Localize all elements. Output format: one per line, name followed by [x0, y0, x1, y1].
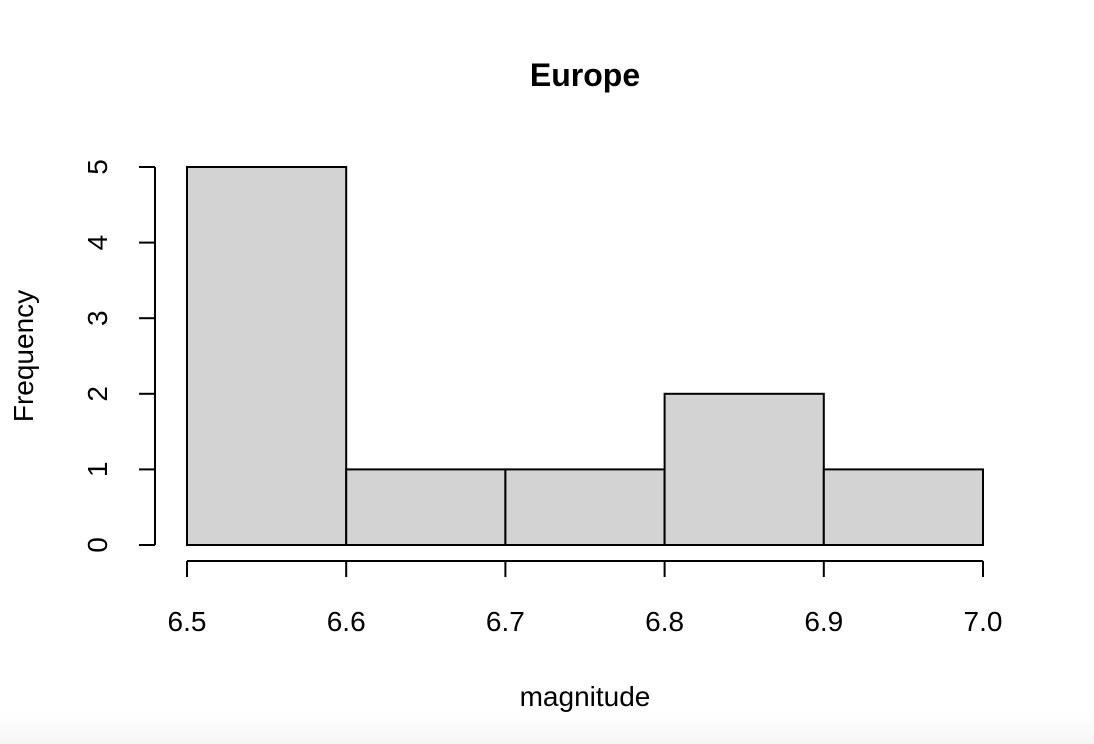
y-tick-label-1: 1 [82, 462, 113, 478]
y-axis: 0 1 2 3 4 5 [82, 159, 156, 553]
histogram-bar-4 [822, 468, 984, 546]
x-tick-label-3: 6.8 [645, 606, 684, 637]
y-tick-label-5: 5 [82, 159, 113, 175]
histogram-bar-2 [504, 468, 666, 546]
x-tick-label-0: 6.5 [168, 606, 207, 637]
chart-title: Europe [530, 57, 640, 93]
histogram-bar-0 [186, 166, 348, 546]
x-tick-label-5: 7.0 [964, 606, 1003, 637]
x-axis: 6.5 6.6 6.7 6.8 6.9 7.0 [168, 560, 1003, 637]
histogram-bar-1 [345, 468, 507, 546]
y-tick-label-0: 0 [82, 537, 113, 553]
x-tick-label-1: 6.6 [327, 606, 366, 637]
y-tick-label-4: 4 [82, 235, 113, 251]
x-tick-label-2: 6.7 [486, 606, 525, 637]
x-axis-label: magnitude [520, 681, 651, 712]
y-axis-label: Frequency [8, 290, 39, 422]
y-tick-label-2: 2 [82, 386, 113, 402]
histogram-bar-3 [663, 392, 825, 546]
y-tick-label-3: 3 [82, 310, 113, 326]
x-tick-label-4: 6.9 [804, 606, 843, 637]
bars-group [186, 166, 984, 546]
